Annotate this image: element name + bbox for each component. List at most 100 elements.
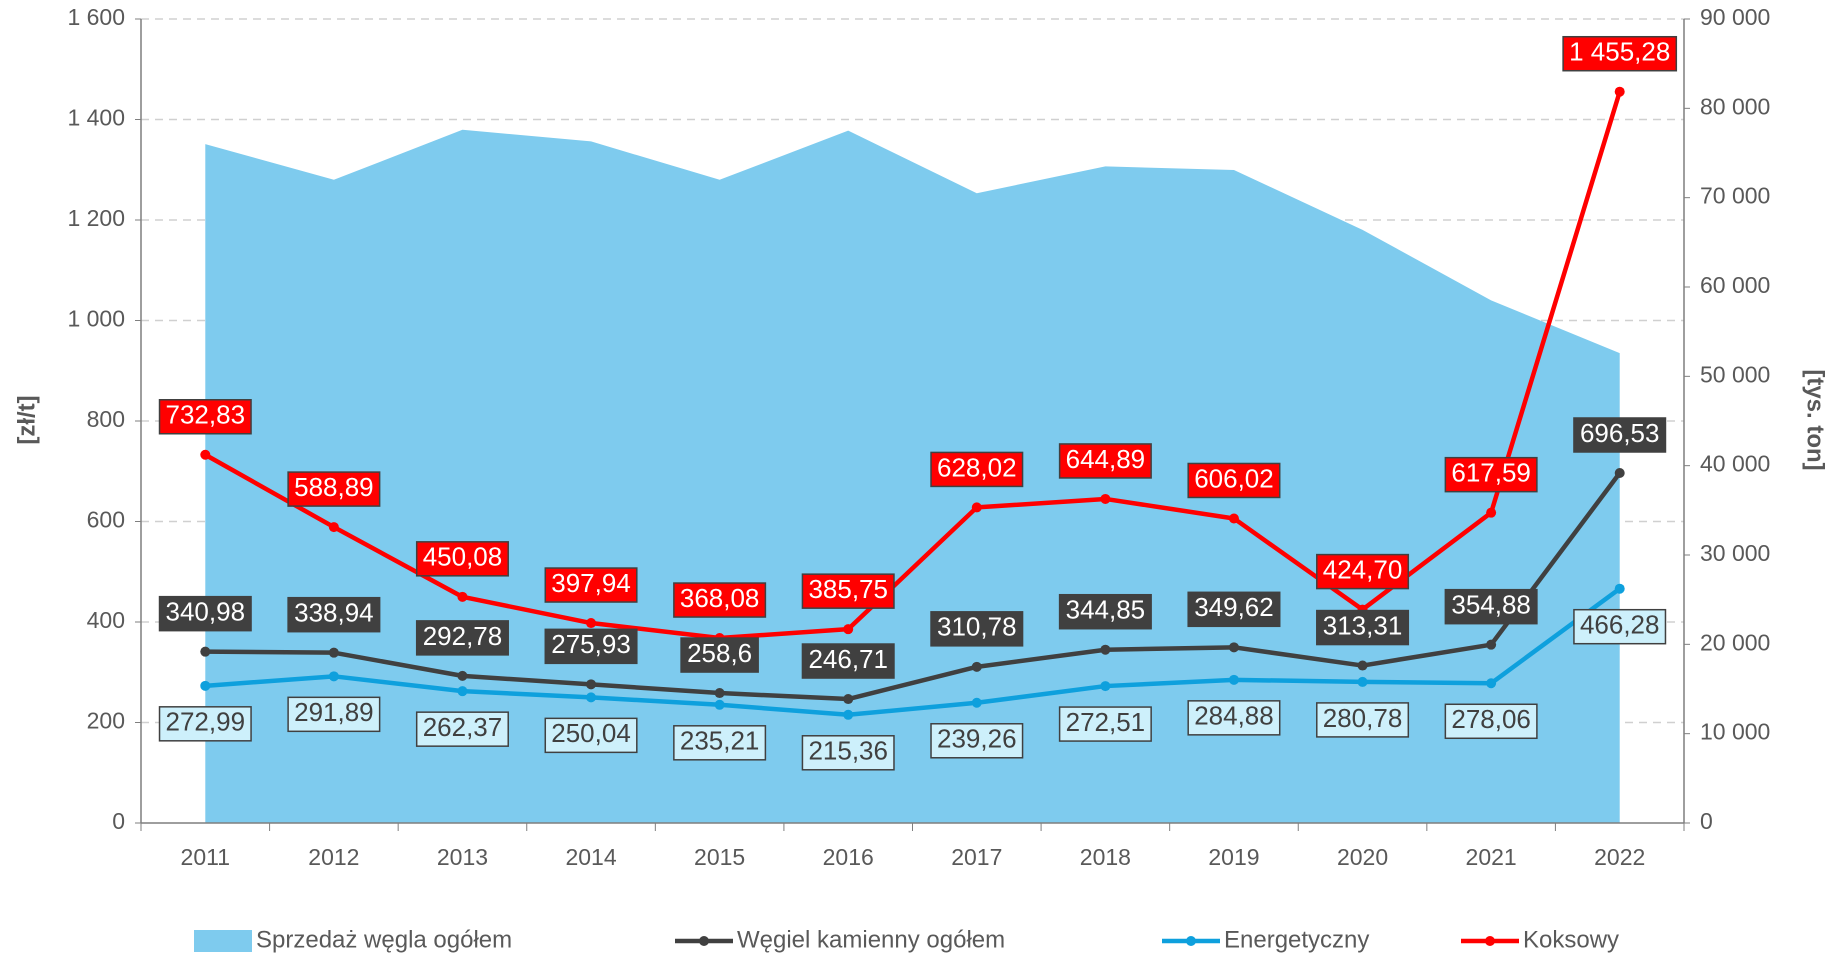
label-box: [1058, 593, 1152, 630]
y-tick-label: 1 200: [67, 205, 125, 231]
data-label-text: 246,71: [808, 644, 888, 674]
marker: [971, 661, 982, 672]
data-label-text: 258,6: [687, 638, 752, 668]
line: [205, 586, 1622, 718]
label-box: [680, 637, 759, 673]
legend-label: Koksowy: [1523, 926, 1619, 953]
marker: [457, 686, 468, 697]
data-label-text: 628,02: [937, 452, 1017, 482]
y2-tick-label: 30 000: [1700, 540, 1770, 566]
y2-tick-label: 20 000: [1700, 629, 1770, 655]
y2-tick-label: 10 000: [1700, 719, 1770, 745]
data-label-text: 292,78: [423, 621, 503, 651]
marker: [1614, 583, 1625, 594]
label-box: [1187, 700, 1281, 736]
marker: [586, 692, 597, 703]
marker: [586, 679, 597, 690]
data-label: 338,94: [287, 596, 381, 633]
label-box: [287, 696, 381, 733]
data-label: 397,94: [544, 567, 638, 603]
data-label-text: 340,98: [166, 597, 246, 627]
data-label-text: 696,53: [1580, 418, 1660, 448]
label-box: [544, 628, 638, 665]
x-tick-label: 2011: [181, 844, 230, 870]
legend-marker: [1485, 936, 1495, 946]
data-label: 313,31: [1316, 609, 1410, 646]
data-label-text: 349,62: [1194, 592, 1274, 622]
y2-tick-label: 80 000: [1700, 93, 1770, 119]
marker: [1614, 86, 1625, 97]
data-label-text: 354,88: [1451, 590, 1531, 620]
marker: [200, 680, 211, 691]
label-box: [158, 706, 252, 742]
marker: [457, 591, 468, 602]
marker: [1486, 639, 1497, 650]
label-box: [1316, 553, 1410, 590]
data-label-text: 280,78: [1323, 703, 1403, 733]
data-label: 349,62: [1187, 591, 1281, 628]
data-label-text: 385,75: [808, 574, 888, 604]
data-label-text: 644,89: [1066, 444, 1146, 474]
label-box: [415, 541, 509, 577]
marker: [200, 646, 211, 657]
label-box: [1316, 702, 1410, 738]
data-label-text: 732,83: [166, 400, 246, 430]
y2-tick-label: 50 000: [1700, 361, 1770, 387]
x-tick-label: 2013: [437, 844, 488, 870]
label-box: [673, 725, 767, 761]
marker: [1228, 513, 1239, 524]
data-label: 262,37: [415, 711, 509, 747]
label-box: [544, 567, 638, 603]
label-box: [1562, 35, 1678, 72]
data-label: 235,21: [673, 725, 767, 761]
data-label: 588,89: [287, 471, 381, 507]
marker: [1486, 678, 1497, 689]
y2-tick-label: 60 000: [1700, 272, 1770, 298]
label-box: [287, 596, 381, 633]
data-label: 272,99: [158, 706, 252, 742]
data-label-text: 262,37: [423, 712, 503, 742]
data-label: 450,08: [415, 541, 509, 577]
data-label: 275,93: [544, 628, 638, 665]
data-label-text: 344,85: [1066, 595, 1146, 625]
data-label: 368,08: [673, 582, 767, 618]
marker: [200, 449, 211, 460]
y-tick-label: 800: [87, 406, 125, 432]
axes: 0 200 400 600 800 1 000 1 200 1 400 1 600 0 10 000…: [67, 4, 1770, 870]
marker: [328, 671, 339, 682]
marker: [1228, 642, 1239, 653]
data-label: 628,02: [930, 451, 1024, 488]
data-label-text: 215,36: [808, 736, 888, 766]
x-tick-label: 2012: [308, 844, 359, 870]
label-box: [415, 620, 509, 656]
data-label: 292,78: [415, 620, 509, 656]
x-tick-label: 2021: [1466, 844, 1517, 870]
marker: [1228, 674, 1239, 685]
data-label: 617,59: [1444, 456, 1538, 493]
data-label: 258,6: [680, 637, 759, 673]
marker: [1100, 644, 1111, 655]
x-tick-label: 2019: [1208, 844, 1259, 870]
data-label: 280,78: [1316, 702, 1410, 738]
data-label: 1 455,28: [1562, 35, 1678, 72]
x-tick-label: 2022: [1594, 844, 1645, 870]
marker: [971, 697, 982, 708]
label-box: [1058, 443, 1152, 479]
label-box: [801, 573, 895, 609]
y-tick-label: 1 000: [67, 306, 125, 332]
data-label: 732,83: [158, 399, 252, 435]
marker: [1614, 467, 1625, 478]
label-box: [1444, 703, 1538, 740]
data-label: 278,06: [1444, 703, 1538, 740]
label-box: [1316, 609, 1410, 646]
data-label-text: 250,04: [551, 718, 631, 748]
label-box: [544, 717, 638, 754]
data-label: 606,02: [1187, 462, 1281, 499]
y2-axis-title: [tys. ton]: [1802, 369, 1829, 470]
labels: 340,98 338,94 292,78 275,93 258,6 246,71 310,7…: [158, 35, 1678, 771]
x-tick-label: 2014: [565, 844, 616, 870]
label-box: [801, 735, 895, 771]
marker: [714, 688, 725, 699]
y2-tick-label: 70 000: [1700, 183, 1770, 209]
